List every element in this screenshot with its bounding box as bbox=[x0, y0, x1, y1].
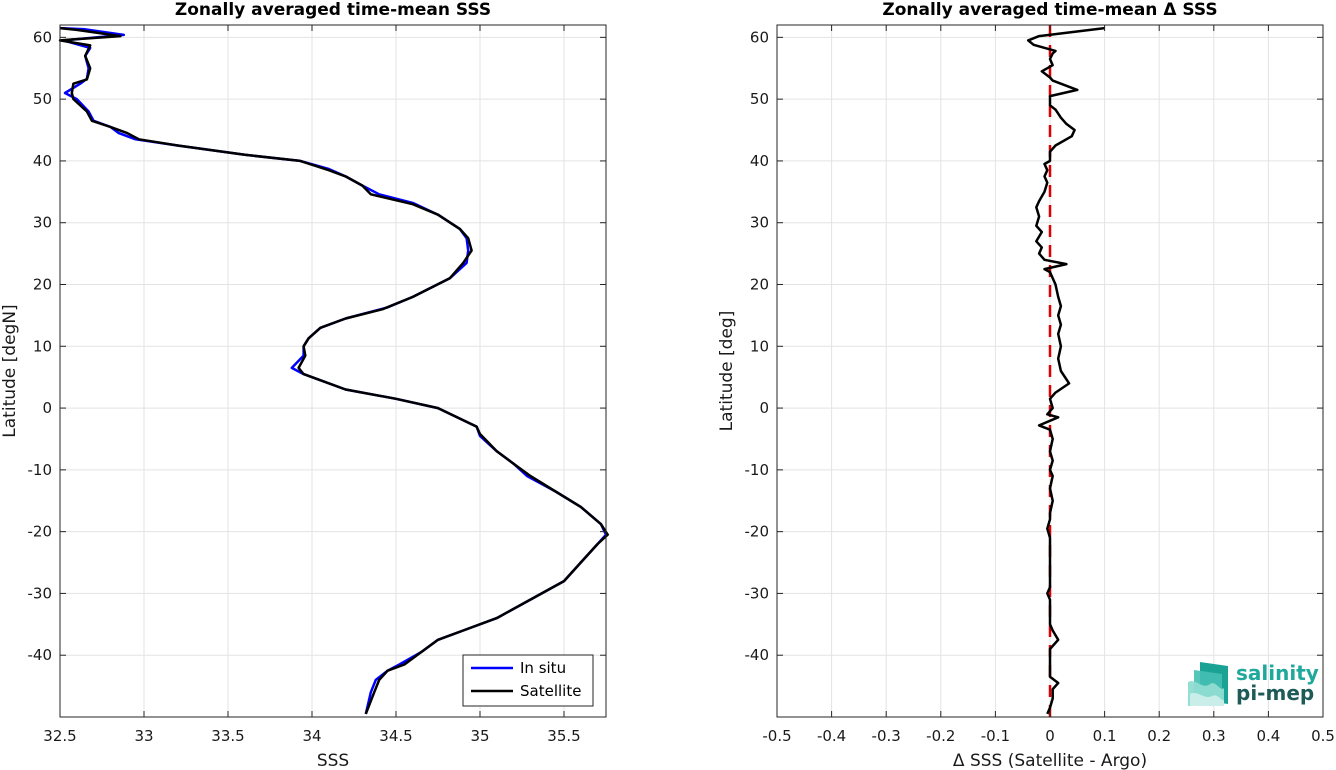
series-group-right bbox=[1026, 26, 1105, 715]
x-axis-label-right: Δ SSS (Satellite - Argo) bbox=[953, 751, 1147, 770]
chart-title-right: Zonally averaged time-mean Δ SSS bbox=[882, 0, 1217, 20]
series-group-left bbox=[58, 26, 609, 715]
y-tick-label: 20 bbox=[750, 276, 769, 294]
y-tick-label: -40 bbox=[28, 646, 53, 664]
x-tick-label: 32.5 bbox=[43, 727, 76, 745]
ticks-left: 32.5 33 33.5 34 34.5 35 35.5 -40 -30 -20 -10 0 10 20 3… bbox=[28, 25, 606, 745]
x-tick-label: 33.5 bbox=[211, 727, 244, 745]
y-tick-label: 30 bbox=[750, 214, 769, 232]
x-tick-label: 0 bbox=[1045, 727, 1055, 745]
plot-area-left bbox=[60, 25, 606, 717]
y-tick-label: -10 bbox=[745, 461, 770, 479]
y-tick-label: -20 bbox=[28, 523, 53, 541]
y-axis-label-left: Latitude [degN] bbox=[0, 304, 20, 437]
legend-label-in-situ: In situ bbox=[520, 659, 566, 677]
y-tick-label: -30 bbox=[745, 584, 770, 602]
x-tick-label: -0.3 bbox=[872, 727, 901, 745]
salinity-pi-mep-logo: salinity pi-mep bbox=[1188, 661, 1319, 706]
x-tick-label: 0.2 bbox=[1147, 727, 1171, 745]
x-tick-label: -0.5 bbox=[762, 727, 791, 745]
x-tick-label: 33 bbox=[134, 727, 153, 745]
grid-left bbox=[59, 25, 606, 717]
x-tick-label: 35.5 bbox=[547, 727, 580, 745]
x-tick-label: 0.1 bbox=[1093, 727, 1117, 745]
series-line-satellite bbox=[58, 26, 609, 715]
y-tick-label: 50 bbox=[33, 90, 52, 108]
x-tick-label: -0.2 bbox=[926, 727, 955, 745]
legend-box bbox=[462, 654, 594, 707]
y-tick-label: -40 bbox=[745, 646, 770, 664]
x-tick-label: 0.3 bbox=[1202, 727, 1226, 745]
y-tick-label: 30 bbox=[33, 214, 52, 232]
x-tick-label: 0.4 bbox=[1256, 727, 1280, 745]
ticks-right: -0.5 -0.4 -0.3 -0.2 -0.1 0 0.1 0.2 0.3 0.4 0.5 -40 -… bbox=[745, 25, 1335, 745]
x-tick-label: 34.5 bbox=[379, 727, 412, 745]
y-tick-label: 60 bbox=[33, 28, 52, 46]
chart-right: -0.5 -0.4 -0.3 -0.2 -0.1 0 0.1 0.2 0.3 0.4 0.5 -40 -… bbox=[717, 0, 1335, 770]
x-tick-label: -0.1 bbox=[981, 727, 1010, 745]
y-tick-label: 10 bbox=[33, 337, 52, 355]
y-tick-label: -20 bbox=[745, 523, 770, 541]
y-tick-label: 50 bbox=[750, 90, 769, 108]
chart-title-left: Zonally averaged time-mean SSS bbox=[175, 0, 491, 20]
y-tick-label: 40 bbox=[33, 152, 52, 170]
y-tick-label: 60 bbox=[750, 28, 769, 46]
x-tick-label: 0.5 bbox=[1311, 727, 1335, 745]
legend: In situ Satellite bbox=[462, 654, 594, 707]
legend-label-satellite: Satellite bbox=[520, 682, 581, 700]
logo-text-line2: pi-mep bbox=[1236, 681, 1314, 705]
y-tick-label: 10 bbox=[750, 337, 769, 355]
logo-wave-icon bbox=[1188, 662, 1228, 706]
y-tick-label: 0 bbox=[759, 399, 769, 417]
logo-text-line1: salinity bbox=[1236, 661, 1319, 685]
y-tick-label: 20 bbox=[33, 276, 52, 294]
x-axis-label-left: SSS bbox=[317, 751, 349, 770]
x-tick-label: -0.4 bbox=[817, 727, 846, 745]
y-tick-label: 0 bbox=[42, 399, 52, 417]
y-tick-label: 40 bbox=[750, 152, 769, 170]
y-tick-label: -10 bbox=[28, 461, 53, 479]
chart-left: 32.5 33 33.5 34 34.5 35 35.5 -40 -30 -20 -10 0 10 20 3… bbox=[0, 0, 609, 770]
y-tick-label: -30 bbox=[28, 584, 53, 602]
plot-frame-left bbox=[59, 24, 607, 718]
y-axis-label-right: Latitude [deg] bbox=[717, 311, 737, 432]
series-line-delta-0 bbox=[1026, 26, 1105, 715]
x-tick-label: 34 bbox=[302, 727, 321, 745]
x-tick-label: 35 bbox=[470, 727, 489, 745]
